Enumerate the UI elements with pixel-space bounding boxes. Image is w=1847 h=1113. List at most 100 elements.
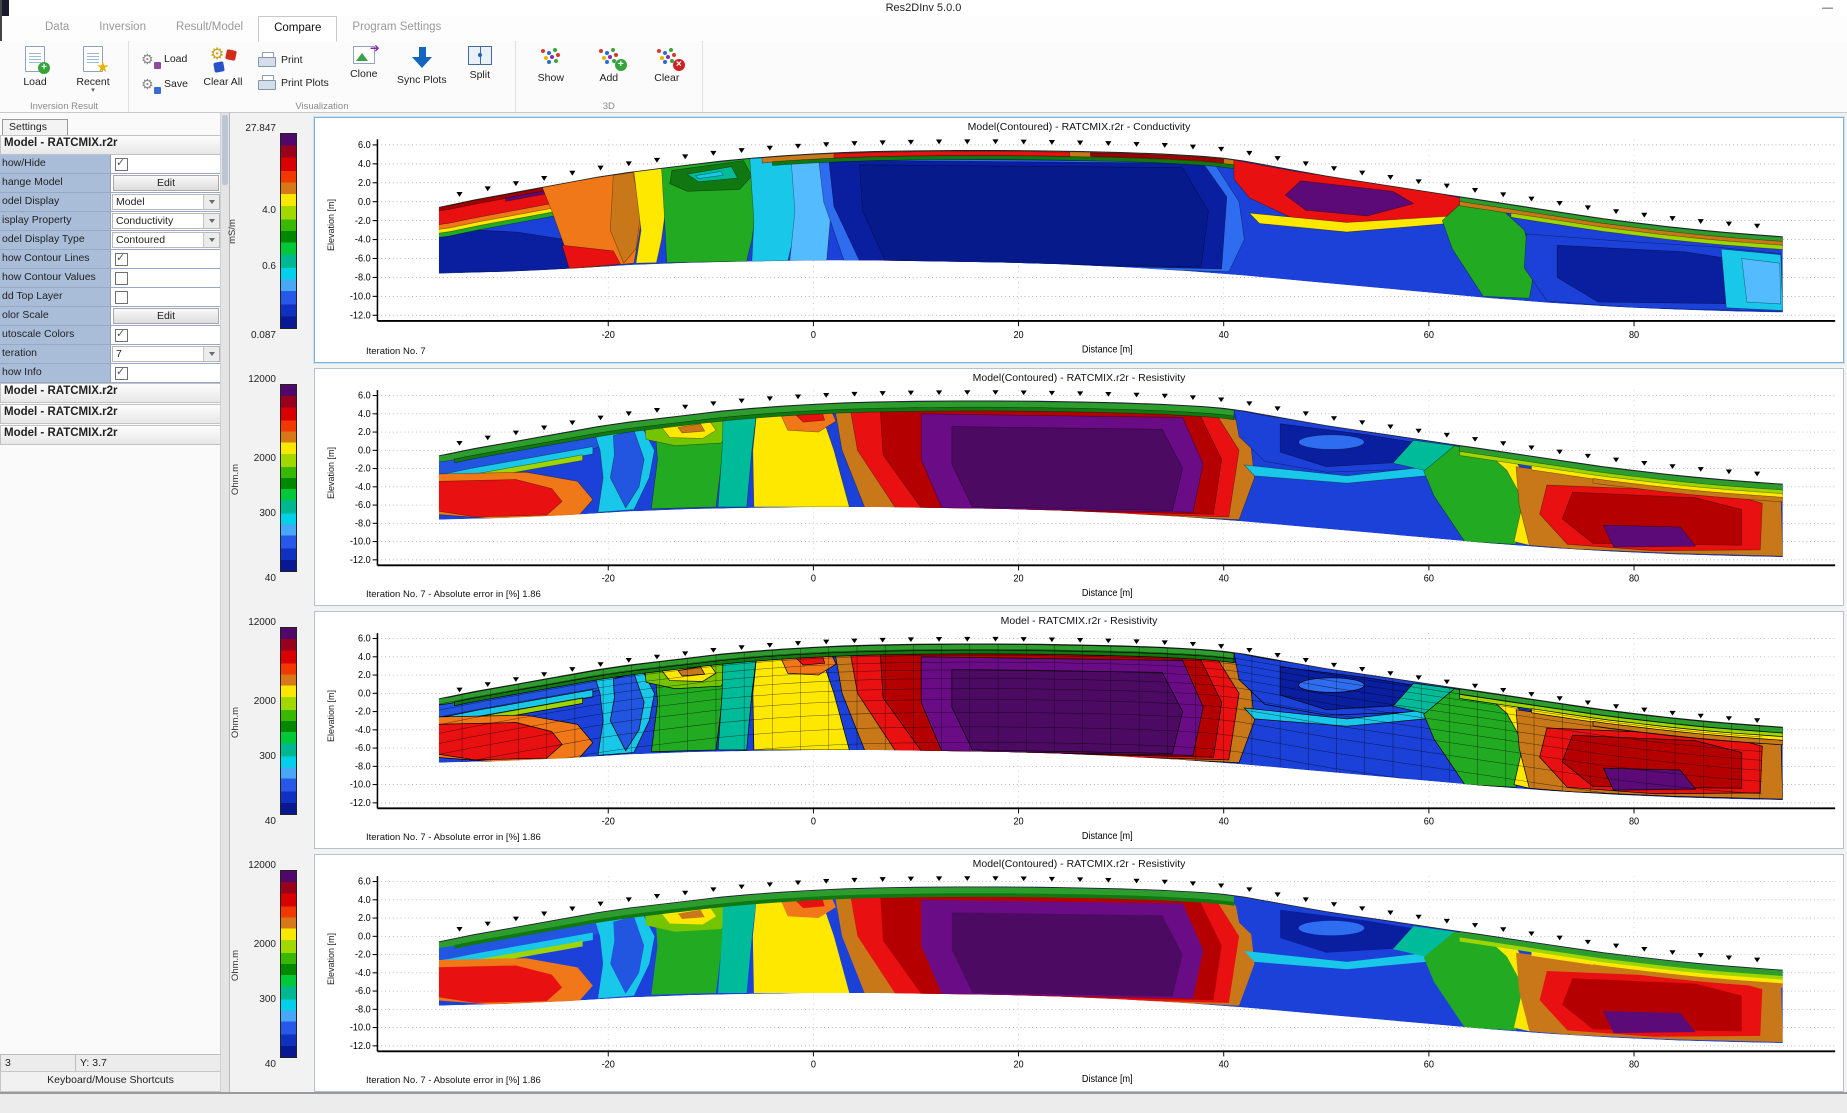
chevron-down-icon (203, 195, 219, 209)
ribbon-small-column: Load Save (137, 45, 192, 99)
tab-result-model[interactable]: Result/Model (175, 21, 244, 33)
print-plots-button[interactable]: Print Plots (254, 73, 333, 93)
how-contour-values-checkbox[interactable] (115, 271, 128, 285)
tab-inversion[interactable]: Inversion (99, 21, 146, 33)
hange-model-edit-button[interactable]: Edit (113, 175, 219, 191)
colorbar-tick-label: 2000 (253, 453, 276, 465)
svg-text:-10.0: -10.0 (350, 1021, 371, 1032)
property-value (111, 155, 221, 173)
model-section-header-2[interactable]: Model - RATCMIX.r2r (0, 383, 221, 403)
property-value (111, 326, 221, 344)
svg-text:-20: -20 (602, 815, 615, 826)
chevron-down-icon (203, 233, 219, 247)
svg-text:-2.0: -2.0 (355, 215, 371, 226)
utoscale-colors-checkbox[interactable] (115, 327, 128, 342)
plot-panel-2: Ohm.m 12000 2000 300 40 Model(Contoured) - RA… (230, 366, 1847, 608)
save-button[interactable]: Save (137, 73, 192, 95)
model-section-header[interactable]: Model - RATCMIX.r2r (0, 135, 221, 154)
colorbar-tick-label: 0.087 (250, 330, 276, 341)
settings-tab[interactable]: Settings (2, 119, 68, 137)
ribbon-group-3d: Show + Add × Clear 3D (516, 41, 703, 112)
svg-text:4.0: 4.0 (358, 159, 371, 170)
svg-text:-20: -20 (602, 572, 615, 583)
load-button[interactable]: Load (137, 48, 192, 70)
gear-save-icon (141, 75, 161, 94)
ribbon-group-label: 3D (602, 101, 615, 112)
clear-button[interactable]: × Clear (640, 43, 694, 100)
y-axis-label: Elevation [m] (326, 447, 336, 500)
scrollbar-thumb[interactable] (222, 115, 228, 185)
odel-display-type-dropdown[interactable]: Contoured (112, 232, 220, 248)
svg-text:-12.0: -12.0 (350, 310, 371, 321)
model-section-header-3[interactable]: Model - RATCMIX.r2r (0, 404, 221, 424)
split-button[interactable]: Split (453, 43, 507, 100)
property-row-hange-model: hange Model Edit (0, 174, 221, 193)
plot-box-4[interactable]: Model(Contoured) - RATCMIX.r2r - Resisti… (314, 854, 1844, 1092)
colorbar-unit-label: mS/m (226, 219, 238, 245)
section-svg: 6.0 4.0 2.0 0.0 -2.0 -4.0 -6.0 -8.0 -10.0 -12.0 -2… (350, 632, 1836, 841)
svg-text:4.0: 4.0 (358, 408, 371, 419)
plot-canvas: 6.0 4.0 2.0 0.0 -2.0 -4.0 -6.0 -8.0 -10.0 -12.0 -2… (337, 135, 1839, 359)
show-button[interactable]: Show (524, 43, 578, 100)
plot-box-3[interactable]: Model - RATCMIX.r2r - Resistivity Elevati… (314, 611, 1844, 849)
iteration-info: Iteration No. 7 (363, 346, 429, 357)
print-button[interactable]: Print (254, 50, 333, 70)
minimize-button[interactable]: — (1822, 2, 1833, 14)
svg-text:60: 60 (1424, 330, 1434, 341)
property-row-how-contour-values: how Contour Values (0, 269, 221, 288)
olor-scale-edit-button[interactable]: Edit (113, 308, 219, 324)
add-button[interactable]: + Add (582, 43, 636, 100)
svg-text:-8.0: -8.0 (355, 760, 371, 771)
doc-plus-icon: + (25, 46, 50, 74)
svg-text:40: 40 (1219, 815, 1229, 826)
collapsed-model-list: Model - RATCMIX.r2r Model - RATCMIX.r2r Mo… (0, 383, 221, 445)
how-contour-lines-checkbox[interactable] (115, 251, 128, 266)
y-axis-label: Elevation [m] (326, 199, 336, 252)
plot-box-2[interactable]: Model(Contoured) - RATCMIX.r2r - Resisti… (314, 368, 1844, 606)
sync-plots-button[interactable]: Sync Plots (395, 43, 449, 100)
how-info-checkbox[interactable] (115, 365, 128, 380)
clear-all-button[interactable]: Clear All (196, 43, 250, 100)
clone-button[interactable]: ➜ Clone (337, 41, 391, 100)
tab-compare[interactable]: Compare (258, 16, 338, 42)
dd-top-layer-checkbox[interactable] (115, 290, 128, 304)
status-y-cell: Y: 3.7 (75, 1054, 221, 1072)
colorbar-tick-label: 40 (264, 573, 276, 584)
svg-text:-10.0: -10.0 (350, 778, 371, 789)
load-button[interactable]: + Load (8, 43, 62, 100)
tab-program-settings[interactable]: Program Settings (352, 21, 442, 33)
sidebar-content: Model - RATCMIX.r2r how/Hidehange ModelE… (0, 135, 221, 446)
plot-box-1[interactable]: Model(Contoured) - RATCMIX.r2r - Conduct… (314, 117, 1844, 363)
y-axis-label: Elevation [m] (326, 933, 336, 986)
button-label: Clear All (203, 76, 243, 88)
ribbon-small-column: Print Print Plots (254, 45, 333, 99)
isplay-property-dropdown[interactable]: Conductivity (112, 213, 220, 229)
teration-dropdown[interactable]: 7 (112, 346, 220, 362)
title-bar: Res2DInv 5.0.0 — (0, 0, 1847, 17)
dropdown-caret-icon: ▾ (91, 87, 95, 94)
property-value (111, 364, 221, 382)
property-label: how/Hide (0, 155, 111, 173)
app-corner-mark (0, 0, 9, 30)
property-label: utoscale Colors (0, 326, 111, 344)
property-value: Model (111, 193, 221, 211)
keyboard-shortcuts-button[interactable]: Keyboard/Mouse Shortcuts (0, 1071, 221, 1092)
odel-display-dropdown[interactable]: Model (112, 194, 220, 210)
property-label: odel Display (0, 193, 111, 211)
svg-text:4.0: 4.0 (358, 651, 371, 662)
cross-badge: × (672, 59, 685, 71)
tab-data[interactable]: Data (45, 21, 70, 33)
sidebar-scrollbar[interactable] (220, 113, 229, 1094)
svg-text:Distance [m]: Distance [m] (1082, 587, 1133, 598)
svg-text:-12.0: -12.0 (350, 797, 371, 808)
svg-text:Distance [m]: Distance [m] (1082, 830, 1133, 841)
property-label: how Contour Lines (0, 250, 111, 268)
svg-text:60: 60 (1424, 815, 1434, 826)
clear-all-icon (210, 44, 237, 73)
recent-button[interactable]: ★ Recent ▾ (66, 43, 120, 100)
svg-text:6.0: 6.0 (358, 632, 371, 643)
model-section-header-4[interactable]: Model - RATCMIX.r2r (0, 425, 221, 445)
how-hide-checkbox[interactable] (115, 156, 128, 171)
svg-text:-12.0: -12.0 (350, 1040, 371, 1051)
svg-text:-4.0: -4.0 (355, 234, 371, 245)
